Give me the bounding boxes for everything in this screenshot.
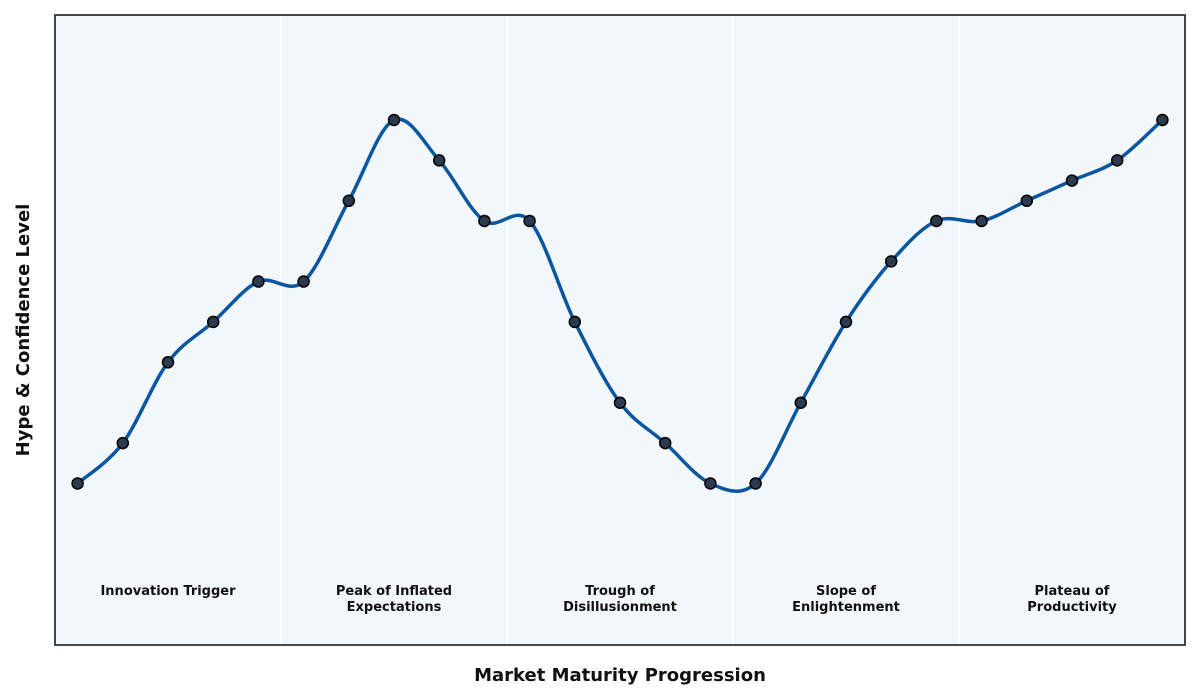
data-point — [297, 275, 310, 288]
y-axis-title: Hype & Confidence Level — [13, 204, 34, 457]
phase-label: Trough of Disillusionment — [563, 584, 677, 615]
data-point — [839, 315, 853, 329]
data-point — [523, 214, 536, 228]
data-points — [71, 113, 1169, 490]
phase-label-line: Innovation Trigger — [100, 584, 236, 599]
data-point — [1110, 154, 1124, 167]
phase-label-line: Trough of — [585, 584, 655, 599]
data-point — [432, 154, 446, 167]
data-point — [206, 315, 220, 329]
data-point — [658, 436, 672, 450]
phase-labels: Innovation Trigger Peak of Inflated Expect… — [100, 584, 1117, 615]
data-point — [387, 113, 401, 127]
data-point — [1020, 194, 1034, 208]
phase-label-line: Enlightenment — [792, 600, 900, 615]
phase-label-line: Expectations — [347, 600, 442, 615]
phase-label-line: Peak of Inflated — [336, 584, 452, 599]
data-point — [342, 194, 356, 208]
plot-background — [55, 15, 1185, 645]
phase-label-line: Plateau of — [1035, 584, 1110, 599]
phase-label-line: Slope of — [816, 584, 876, 599]
data-point — [975, 214, 988, 228]
data-point — [704, 477, 717, 490]
data-point — [568, 315, 582, 329]
data-point — [252, 275, 265, 288]
phase-label: Slope of Enlightenment — [792, 584, 900, 615]
data-point — [613, 396, 627, 409]
data-point — [749, 477, 762, 490]
data-point — [1065, 174, 1079, 187]
data-point — [161, 356, 175, 369]
phase-label: Plateau of Productivity — [1027, 584, 1117, 615]
phase-dividers — [280, 15, 960, 645]
phase-label: Peak of Inflated Expectations — [336, 584, 452, 615]
phase-label: Innovation Trigger — [100, 584, 236, 599]
data-point — [930, 214, 943, 228]
data-point — [478, 214, 491, 228]
data-point — [71, 477, 84, 490]
data-point — [116, 436, 130, 450]
x-axis-title: Market Maturity Progression — [474, 665, 766, 686]
data-point — [884, 255, 898, 268]
plot-frame — [54, 14, 1186, 646]
data-point — [1156, 113, 1169, 127]
data-point — [794, 396, 808, 409]
phase-label-line: Disillusionment — [563, 600, 677, 615]
phase-bands — [55, 15, 1185, 645]
phase-label-line: Productivity — [1027, 600, 1117, 615]
